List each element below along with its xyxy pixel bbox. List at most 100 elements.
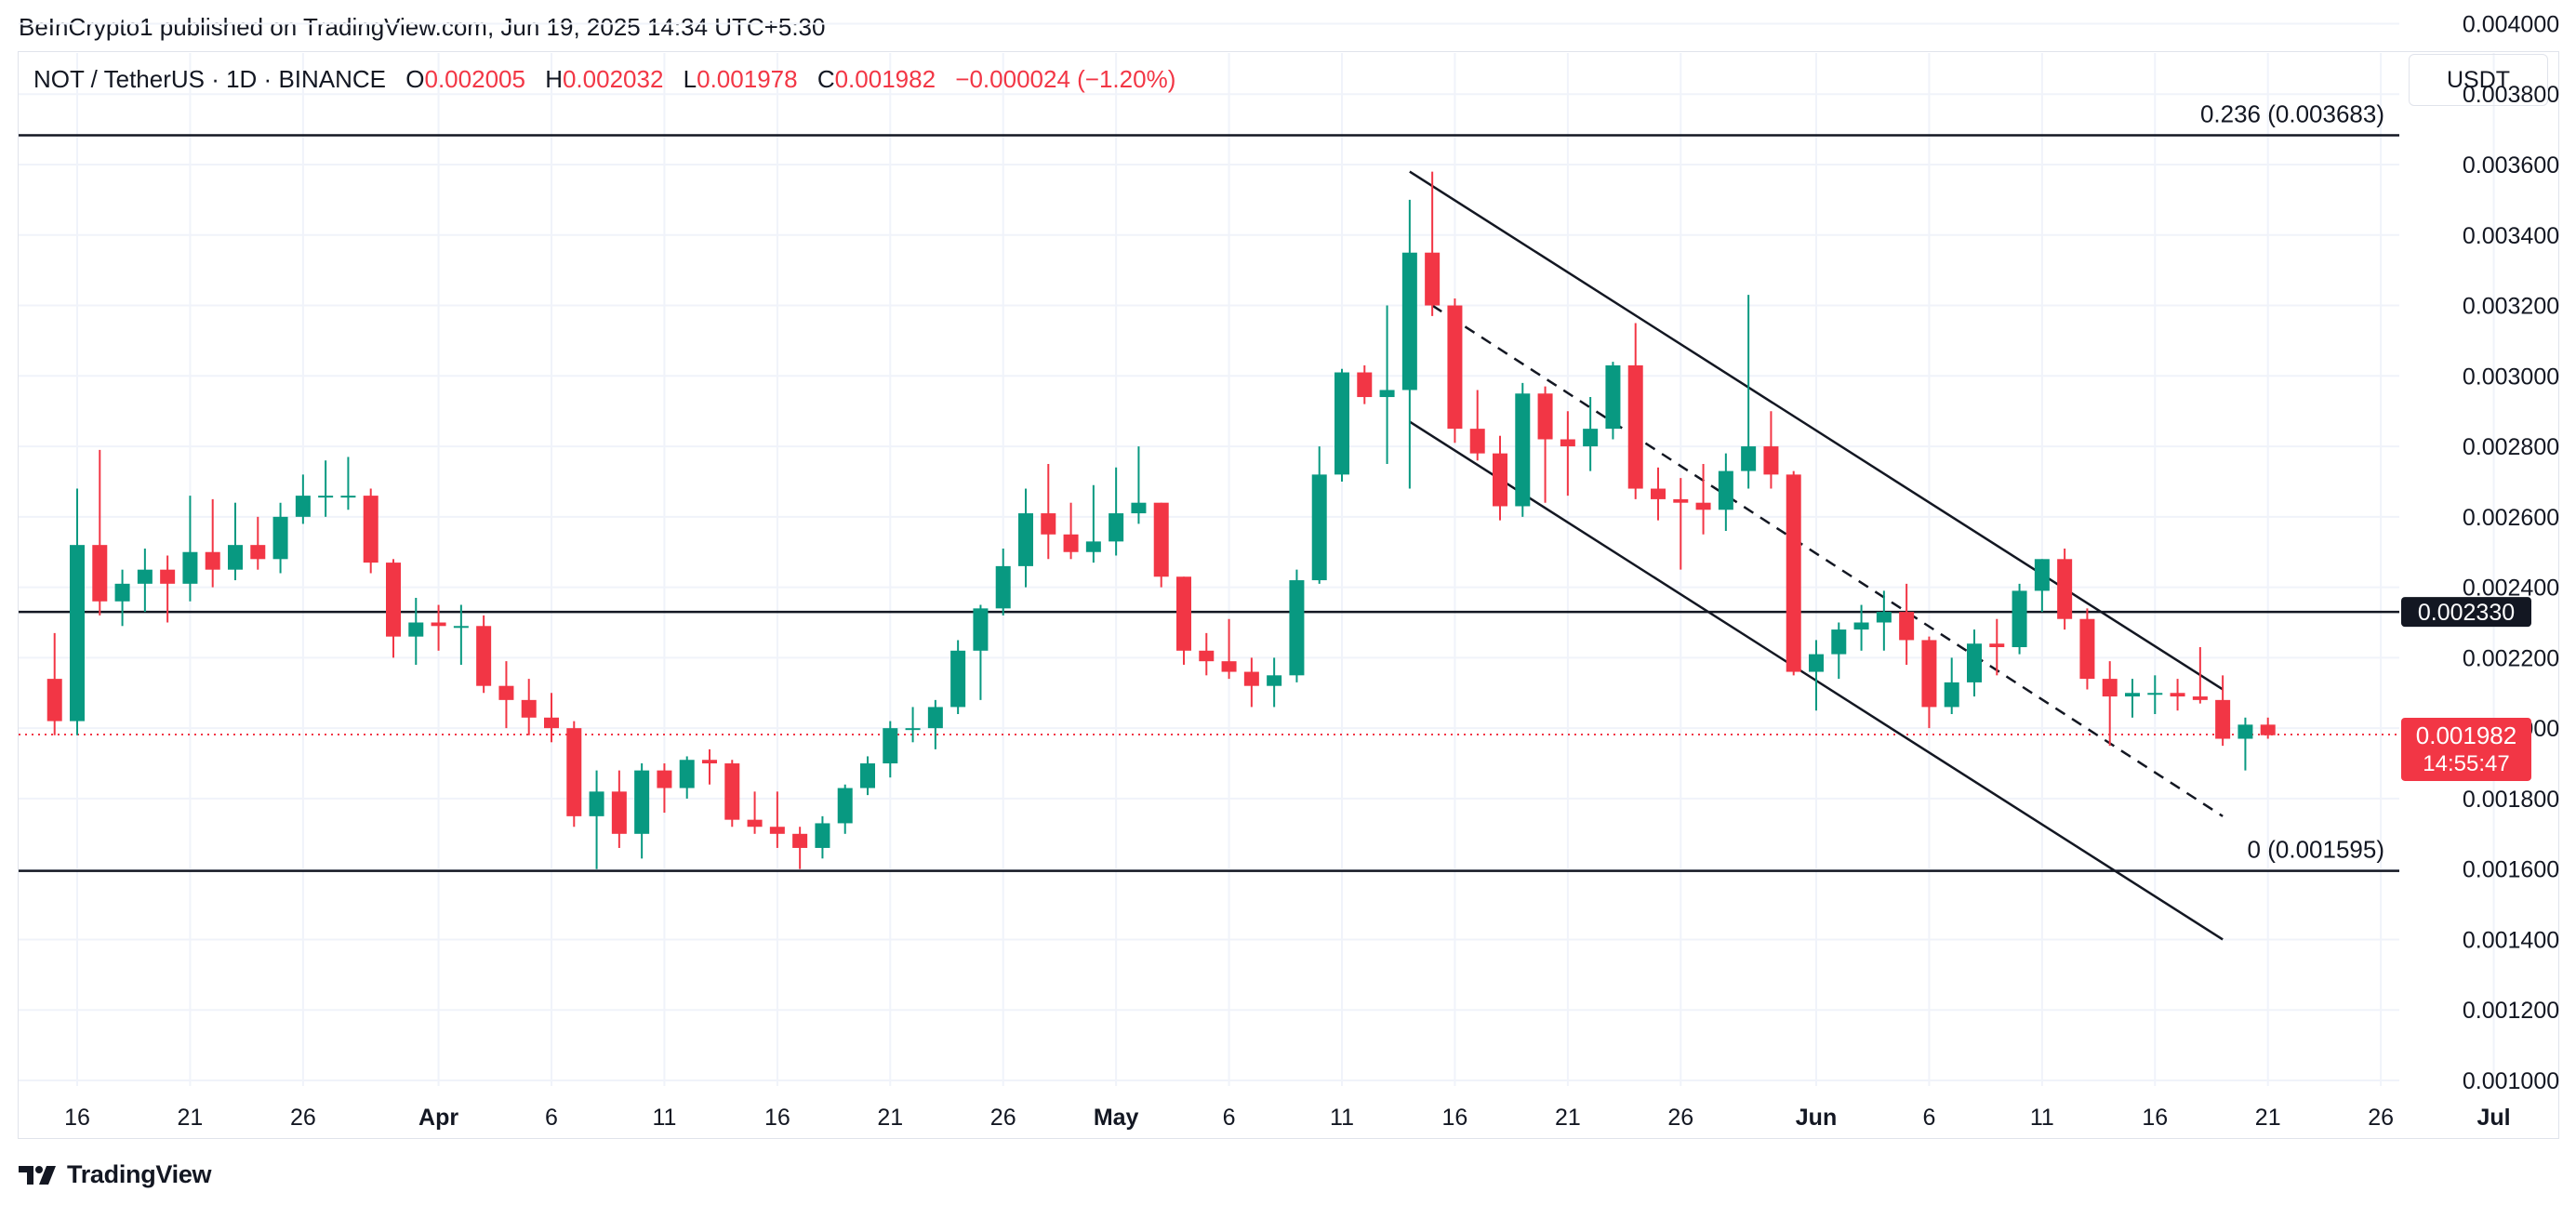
- candle: [408, 597, 424, 665]
- price-tick-label: 0.001800: [2463, 787, 2559, 813]
- symbol-name[interactable]: NOT / TetherUS · 1D · BINANCE: [33, 65, 387, 93]
- candle: [1493, 435, 1507, 521]
- candle: [114, 569, 130, 627]
- candle-body: [769, 827, 785, 834]
- price-tick-label: 0.003600: [2463, 152, 2559, 179]
- time-tick-label: 16: [1442, 1105, 1468, 1131]
- low-label: L: [683, 65, 697, 93]
- close-value: 0.001982: [834, 65, 936, 93]
- candle-body: [1334, 372, 1349, 475]
- candle: [1289, 569, 1305, 682]
- candle: [92, 449, 108, 616]
- candle: [747, 791, 763, 834]
- candle: [1153, 502, 1169, 588]
- candle-body: [1379, 390, 1395, 398]
- candle: [815, 815, 830, 859]
- candle: [1018, 488, 1033, 588]
- candle-body: [1085, 541, 1101, 552]
- candle: [340, 457, 356, 510]
- candle-body: [1243, 671, 1259, 686]
- candle-body: [318, 496, 334, 498]
- time-tick-label: 11: [652, 1105, 676, 1131]
- candle-body: [1199, 650, 1215, 662]
- time-tick-label: 26: [2368, 1105, 2394, 1131]
- candle-body: [1469, 429, 1485, 454]
- candle-body: [1493, 453, 1507, 507]
- candle: [1401, 199, 1417, 489]
- tradingview-footer[interactable]: TradingView: [19, 1160, 212, 1189]
- candle-body: [2012, 590, 2027, 648]
- candle-body: [634, 770, 650, 834]
- candle-body: [1944, 682, 1959, 708]
- candle: [1221, 618, 1237, 680]
- channel-middle-line: [1431, 304, 2224, 817]
- candle: [1131, 446, 1147, 524]
- candle: [950, 640, 966, 714]
- candle-body: [1651, 488, 1666, 499]
- candle: [1311, 446, 1327, 584]
- candle-body: [2125, 693, 2140, 697]
- candle-body: [1131, 502, 1147, 514]
- candle: [679, 756, 695, 799]
- candle-body: [2215, 699, 2231, 739]
- candle-body: [363, 496, 378, 563]
- level-price-badge-text: 0.002330: [2418, 600, 2515, 626]
- time-tick-label: 21: [1555, 1105, 1581, 1131]
- candle: [1967, 629, 1982, 697]
- candle: [46, 632, 62, 735]
- candle: [2260, 717, 2276, 739]
- candle: [927, 699, 943, 749]
- candle: [1560, 411, 1575, 497]
- time-axis: 16 21 26 Apr 6 11 16 21 26 May 6 11 16 21 26 Jun 6 11 16 21…: [64, 1105, 2511, 1131]
- tradingview-logo-icon: [19, 1165, 56, 1185]
- candle: [589, 770, 604, 869]
- candle: [2102, 661, 2118, 747]
- candle-body: [1809, 654, 1824, 672]
- candle-body: [1401, 252, 1417, 391]
- candle-body: [272, 516, 288, 560]
- candle: [386, 559, 401, 658]
- candle-body: [611, 791, 627, 834]
- candle-body: [950, 650, 966, 708]
- price-tick-label: 0.003000: [2463, 364, 2559, 390]
- price-tick-label: 0.003200: [2463, 294, 2559, 320]
- candle: [1469, 390, 1485, 461]
- currency-unit-button[interactable]: USDT: [2409, 54, 2548, 106]
- close-label: C: [817, 65, 835, 93]
- level-label: 0 (0.001595): [2248, 836, 2384, 864]
- candle: [1876, 590, 1892, 651]
- candle-body: [2170, 693, 2185, 697]
- candle-body: [498, 685, 514, 700]
- change-value: −0.000024 (−1.20%): [955, 65, 1176, 93]
- grid-lines: [19, 22, 2495, 1086]
- candle: [182, 496, 198, 602]
- candle: [657, 763, 672, 814]
- candle-body: [46, 679, 62, 722]
- candle: [476, 615, 492, 694]
- time-tick-label: 11: [1330, 1105, 1354, 1131]
- time-tick-label: 16: [764, 1105, 790, 1131]
- candle-body: [1695, 502, 1711, 510]
- candle: [1334, 368, 1349, 482]
- candle-body: [408, 622, 424, 637]
- candle: [1243, 657, 1259, 708]
- time-tick-label: 16: [2142, 1105, 2168, 1131]
- candle: [2170, 679, 2185, 711]
- candle-body: [250, 545, 266, 560]
- candle-body: [1741, 446, 1757, 471]
- candle: [2057, 548, 2073, 630]
- candle: [318, 460, 334, 517]
- candle-body: [2147, 693, 2163, 695]
- candle: [634, 763, 650, 859]
- candle-body: [1560, 439, 1575, 447]
- candle: [2192, 647, 2208, 704]
- candle: [1944, 657, 1959, 714]
- candle: [431, 604, 446, 651]
- candle: [1673, 478, 1689, 570]
- candle: [995, 548, 1011, 616]
- candle: [2125, 679, 2140, 718]
- candle: [70, 488, 85, 735]
- candle: [1267, 657, 1282, 708]
